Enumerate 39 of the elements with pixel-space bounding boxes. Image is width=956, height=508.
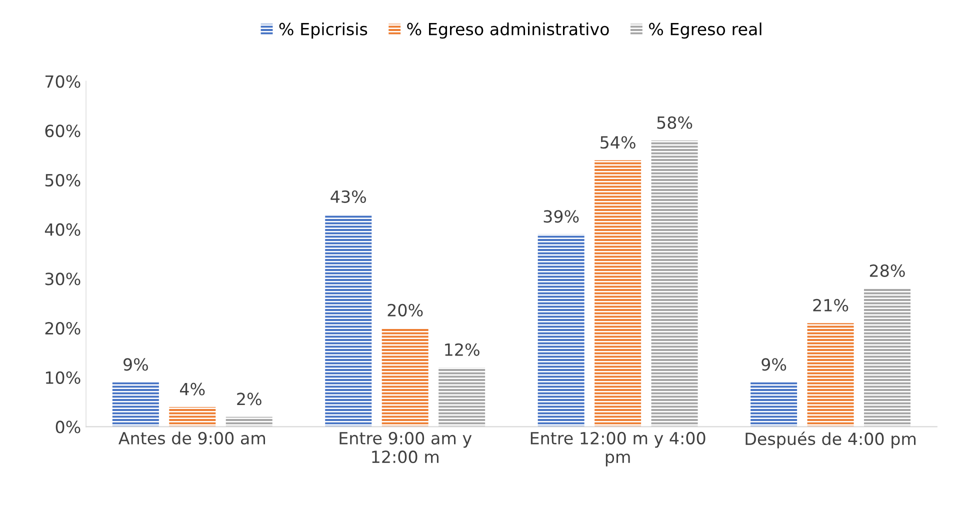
x-tick-label: Después de 4:00 pm	[746, 432, 916, 448]
data-label: 43%	[330, 190, 366, 203]
bar	[651, 140, 698, 427]
bar	[594, 160, 642, 427]
x-tick-label: Antes de 9:00 am	[118, 432, 265, 444]
data-label: 21%	[813, 298, 848, 312]
bar	[226, 416, 272, 427]
bar	[325, 214, 372, 427]
legend-label: % Epicrisis	[279, 22, 368, 39]
y-tick-label: 50%	[45, 174, 80, 187]
y-tick-label: 60%	[45, 124, 80, 138]
bar	[382, 328, 428, 427]
bar	[807, 323, 854, 427]
data-label: 9%	[124, 358, 148, 371]
bar	[169, 406, 216, 427]
data-label: 4%	[180, 382, 205, 396]
data-label: 39%	[544, 210, 579, 223]
y-tick-label: 0%	[56, 420, 80, 434]
x-tick-label: Entre 12:00 m y 4:00 pm	[530, 432, 706, 466]
bar	[538, 234, 584, 427]
legend-label: % Egreso administrativo	[407, 22, 609, 39]
y-tick-label: 40%	[44, 223, 80, 236]
data-label: 2%	[237, 392, 262, 406]
bar	[112, 382, 159, 427]
bar	[864, 288, 911, 427]
y-tick-label: 10%	[46, 371, 80, 384]
data-label: 9%	[762, 358, 786, 371]
bar	[438, 368, 486, 427]
data-label: 20%	[388, 304, 423, 316]
x-tick-label: Entre 9:00 am y 12:00 m	[340, 432, 472, 464]
legend-label: % Egreso real	[649, 22, 762, 39]
y-tick-label: 20%	[45, 322, 80, 335]
y-tick-label: 30%	[45, 272, 80, 286]
data-label: 54%	[600, 136, 636, 149]
data-label: 58%	[657, 116, 692, 129]
data-label: 12%	[445, 343, 480, 356]
bar	[750, 382, 798, 427]
data-label: 28%	[870, 264, 905, 277]
y-tick-label: 70%	[46, 75, 80, 88]
